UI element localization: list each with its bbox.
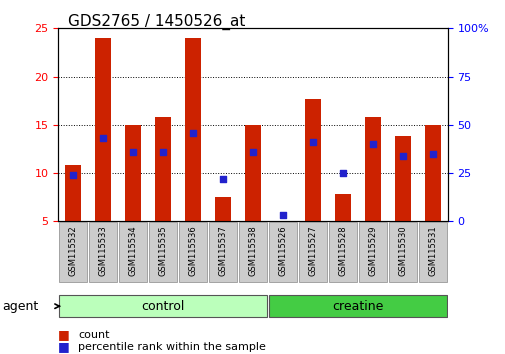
Text: ■: ■ [58, 341, 70, 353]
Bar [364, 117, 380, 221]
FancyBboxPatch shape [119, 223, 146, 282]
Point [338, 170, 346, 176]
Bar [334, 194, 350, 221]
FancyBboxPatch shape [209, 223, 236, 282]
Text: GSM115534: GSM115534 [128, 225, 137, 276]
FancyBboxPatch shape [269, 295, 446, 318]
Text: count: count [78, 330, 110, 339]
Text: GSM115537: GSM115537 [218, 225, 227, 276]
Bar [65, 165, 81, 221]
Text: percentile rank within the sample: percentile rank within the sample [78, 342, 266, 352]
FancyBboxPatch shape [418, 223, 446, 282]
Point [398, 153, 406, 159]
Point [189, 130, 197, 135]
Point [368, 141, 376, 147]
FancyBboxPatch shape [328, 223, 356, 282]
Point [129, 149, 137, 155]
FancyBboxPatch shape [269, 223, 296, 282]
Text: GSM115528: GSM115528 [338, 225, 347, 276]
Point [219, 176, 227, 182]
FancyBboxPatch shape [179, 223, 207, 282]
Text: GSM115533: GSM115533 [98, 225, 108, 276]
Text: GSM115529: GSM115529 [368, 226, 377, 276]
Text: GSM115536: GSM115536 [188, 225, 197, 276]
Text: GSM115527: GSM115527 [308, 225, 317, 276]
Text: agent: agent [3, 300, 39, 313]
Text: GSM115531: GSM115531 [427, 225, 436, 276]
Text: GSM115530: GSM115530 [397, 225, 407, 276]
FancyBboxPatch shape [239, 223, 266, 282]
Bar [184, 38, 201, 221]
Text: GDS2765 / 1450526_at: GDS2765 / 1450526_at [68, 14, 245, 30]
FancyBboxPatch shape [59, 223, 87, 282]
Point [99, 136, 107, 141]
Text: GSM115532: GSM115532 [69, 225, 78, 276]
Point [69, 172, 77, 178]
Point [308, 139, 316, 145]
Point [159, 149, 167, 155]
Point [428, 151, 436, 156]
Text: control: control [141, 300, 184, 313]
Text: ■: ■ [58, 328, 70, 341]
Bar [214, 197, 231, 221]
FancyBboxPatch shape [388, 223, 416, 282]
Text: GSM115535: GSM115535 [158, 225, 167, 276]
Text: GSM115538: GSM115538 [248, 225, 257, 276]
FancyBboxPatch shape [359, 223, 386, 282]
Text: GSM115526: GSM115526 [278, 225, 287, 276]
Bar [424, 125, 440, 221]
Bar [155, 117, 171, 221]
Bar [304, 99, 321, 221]
Bar [244, 125, 261, 221]
Text: creatine: creatine [332, 300, 383, 313]
FancyBboxPatch shape [59, 295, 266, 318]
FancyBboxPatch shape [89, 223, 117, 282]
Bar [95, 38, 111, 221]
Bar [394, 136, 410, 221]
FancyBboxPatch shape [298, 223, 326, 282]
FancyBboxPatch shape [149, 223, 177, 282]
Point [278, 213, 286, 218]
Bar [125, 125, 141, 221]
Point [248, 149, 257, 155]
